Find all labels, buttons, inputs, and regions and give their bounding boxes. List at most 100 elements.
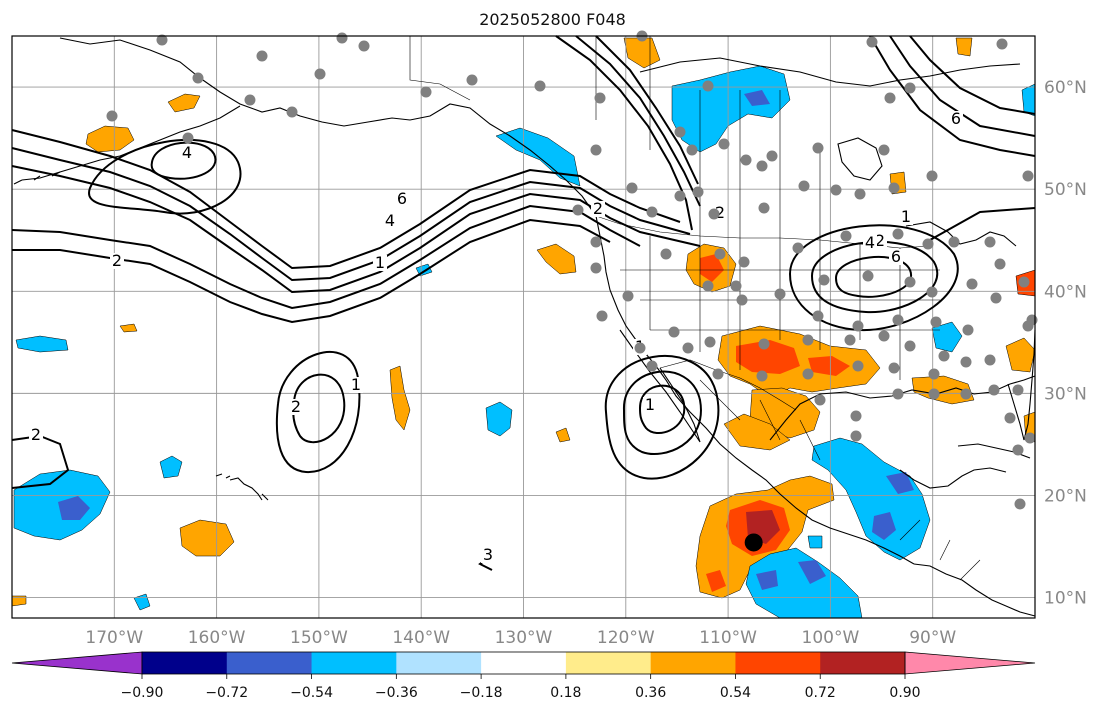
colorbar-tick-label: −0.90 [121, 685, 164, 701]
station-marker [590, 236, 602, 248]
station-marker [818, 274, 830, 286]
station-marker [712, 368, 724, 380]
station-marker [634, 342, 646, 354]
yucatan [899, 467, 1007, 489]
station-marker [756, 370, 768, 382]
colorbar-segment [396, 652, 482, 674]
station-marker [840, 230, 852, 242]
shade-negative [798, 560, 826, 584]
map-title: 2025052800 F048 [479, 10, 626, 29]
contour-label-bg [29, 427, 43, 443]
contour-label: 1 [375, 253, 385, 272]
station-marker [668, 326, 680, 338]
station-marker [674, 190, 686, 202]
shade-positive [555, 427, 571, 443]
contour-label: 3 [483, 545, 493, 564]
contour-gulf [929, 207, 1036, 241]
station-marker [534, 80, 546, 92]
station-marker [996, 38, 1008, 50]
station-marker [966, 278, 978, 290]
colorbar-tick-label: 0.36 [635, 685, 666, 701]
highlight-marker [744, 533, 763, 552]
contour-jet [12, 218, 611, 324]
station-marker [420, 86, 432, 98]
contour-label-bg [383, 213, 397, 229]
lon-tick-label: 110°W [699, 628, 757, 648]
contour-label-bg [899, 209, 913, 225]
contour-label-bg [863, 235, 877, 251]
contour-label: 6 [891, 247, 901, 266]
station-marker [830, 184, 842, 196]
shade-negative [756, 570, 778, 590]
station-marker [686, 144, 698, 156]
station-marker [740, 154, 752, 166]
us-west-coast [595, 215, 915, 565]
station-marker [1012, 384, 1024, 396]
contour-jet [11, 129, 681, 270]
station-marker [984, 236, 996, 248]
station-marker [926, 286, 938, 298]
station-marker [336, 32, 348, 44]
station-marker [850, 410, 862, 422]
station-marker [814, 394, 826, 406]
station-marker [892, 388, 904, 400]
station-marker [928, 368, 940, 380]
contour-label: 6 [397, 189, 407, 208]
shade-positive [167, 93, 201, 113]
station-marker [766, 150, 778, 162]
contour-closed [292, 373, 346, 444]
lat-tick-label: 20°N [1044, 486, 1087, 506]
colorbar-segment [311, 652, 397, 674]
contour-label: 1 [901, 207, 911, 226]
contour-label: 1 [645, 395, 655, 414]
station-marker [594, 92, 606, 104]
lon-tick-label: 160°W [188, 628, 246, 648]
station-marker [984, 354, 996, 366]
hawaii [229, 477, 263, 501]
station-marker [866, 36, 878, 48]
baja [619, 329, 701, 443]
station-marker [798, 180, 810, 192]
shade-negative [15, 335, 69, 353]
shade-positive [536, 243, 577, 275]
station-marker [314, 68, 326, 80]
contour-label: 4 [385, 211, 395, 230]
station-marker [962, 324, 974, 336]
station-marker [1004, 412, 1016, 424]
station-marker [928, 388, 940, 400]
contour-label-bg [395, 191, 409, 207]
contour-label-bg [110, 253, 124, 269]
shade-negative [133, 593, 151, 611]
shade-positive [623, 37, 661, 69]
station-marker [802, 368, 814, 380]
station-marker [852, 360, 864, 372]
lon-tick-label: 140°W [392, 628, 450, 648]
station-marker [988, 384, 1000, 396]
contour-closed [275, 351, 361, 474]
colorbar-extend-high [904, 651, 1036, 675]
contour-label-bg [349, 377, 363, 393]
lon-tick-label: 130°W [495, 628, 553, 648]
station-marker [626, 182, 638, 194]
station-marker [704, 336, 716, 348]
florida [1007, 383, 1031, 441]
station-marker [590, 144, 602, 156]
shade-positive [706, 570, 726, 592]
contour-trough [575, 35, 701, 207]
station-marker [622, 290, 634, 302]
station-marker [792, 242, 804, 254]
station-marker [466, 74, 478, 86]
colorbar-outline [141, 651, 906, 675]
colorbar: −0.90 −0.72 −0.54 −0.36 −0.18 0.18 0.36 0.54 0.7… [11, 651, 1036, 701]
shade-positive [1005, 337, 1036, 373]
shade-negative [807, 535, 823, 549]
station-marker [182, 132, 194, 144]
contour-east [869, 35, 1036, 157]
contour-label: 2 [715, 203, 725, 222]
station-marker [738, 256, 750, 268]
lat-tick-label: 60°N [1044, 78, 1087, 98]
shade-positive [389, 365, 411, 431]
shade-negative [811, 437, 931, 561]
shade-positive [808, 356, 850, 376]
